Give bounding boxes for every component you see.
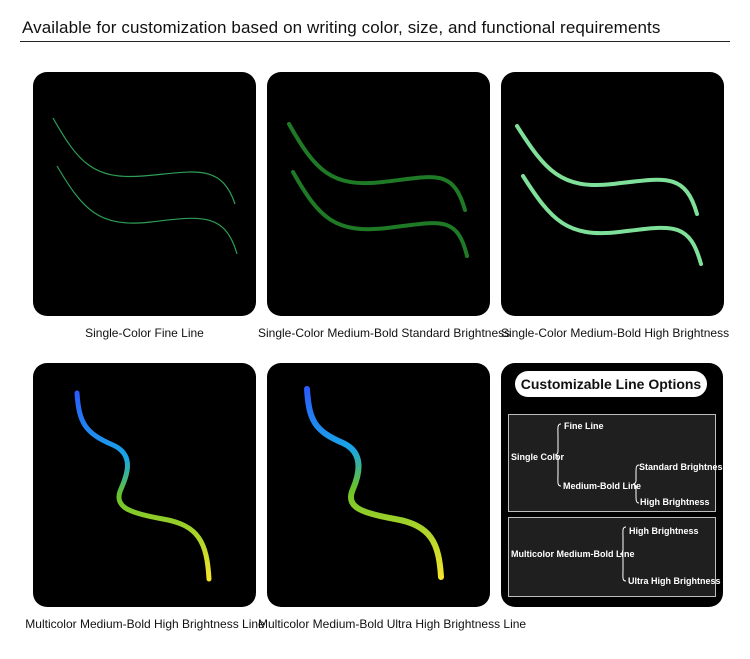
options-title: Customizable Line Options bbox=[515, 371, 707, 397]
multicolor-ultra-sample bbox=[304, 386, 444, 580]
multicolor-high-option: High Brightness bbox=[629, 526, 699, 536]
multicolor-ultra-option: Ultra High Brightness bbox=[628, 576, 721, 586]
single-color-box: Single Color Fine Line Medium-Bold Line … bbox=[508, 414, 723, 512]
single-color-label: Single Color bbox=[511, 452, 565, 462]
multicolor-box: Multicolor Medium-Bold Line High Brightn… bbox=[508, 517, 721, 597]
caption-multicolor-ultra: Multicolor Medium-Bold Ultra High Bright… bbox=[258, 617, 527, 631]
panel-multicolor-ultra bbox=[267, 363, 490, 607]
panel-multicolor-high bbox=[33, 363, 256, 607]
caption-multicolor-high: Multicolor Medium-Bold High Brightness L… bbox=[25, 617, 265, 631]
caption-high-brightness: Single-Color Medium-Bold High Brightness bbox=[501, 326, 730, 340]
options-panel: Customizable Line Options Single Color F… bbox=[501, 363, 723, 607]
multicolor-label: Multicolor Medium-Bold Line bbox=[511, 549, 635, 559]
medium-bold-brace bbox=[632, 464, 640, 504]
page-title: Available for customization based on wri… bbox=[22, 18, 661, 37]
single-color-brace bbox=[554, 423, 562, 487]
title-divider bbox=[20, 41, 730, 42]
panel-standard-brightness bbox=[267, 72, 490, 316]
standard-brightness-sample bbox=[287, 122, 469, 258]
caption-fine-line: Single-Color Fine Line bbox=[85, 326, 204, 340]
multicolor-brace bbox=[619, 526, 627, 582]
panel-fine-line bbox=[33, 72, 256, 316]
multicolor-high-sample bbox=[74, 390, 212, 582]
panel-high-brightness bbox=[501, 72, 724, 316]
standard-brightness-option: Standard Brightness bbox=[639, 462, 723, 472]
caption-standard-brightness: Single-Color Medium-Bold Standard Bright… bbox=[258, 326, 511, 340]
high-brightness-option: High Brightness bbox=[640, 497, 710, 507]
high-brightness-sample bbox=[515, 124, 703, 266]
fine-line-sample bbox=[52, 117, 238, 255]
fine-line-option: Fine Line bbox=[564, 421, 604, 431]
medium-bold-line-option: Medium-Bold Line bbox=[563, 481, 641, 491]
